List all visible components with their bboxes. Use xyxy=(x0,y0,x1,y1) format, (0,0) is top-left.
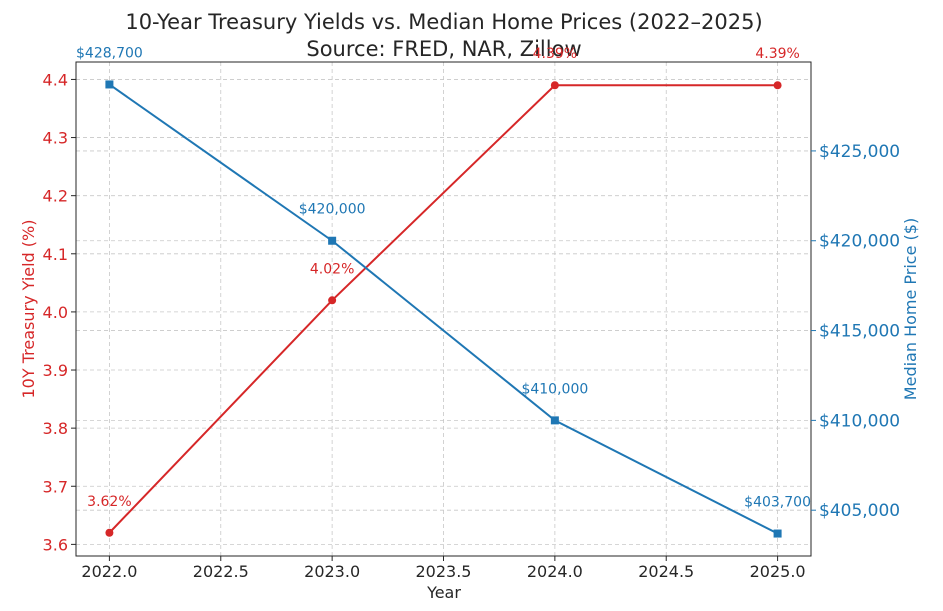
right-y-axis-ticks: $405,000 $410,000 $415,000 $420,000 $425,000 xyxy=(811,142,900,521)
price-data-point xyxy=(773,529,782,538)
x-tick-label: 2025.0 xyxy=(750,562,806,581)
left-y-tick-label: 3.7 xyxy=(43,477,68,496)
x-tick-label: 2022.5 xyxy=(193,562,249,581)
x-tick-label: 2023.0 xyxy=(304,562,360,581)
chart-subtitle: Source: FRED, NAR, Zillow xyxy=(306,37,581,61)
left-y-tick-label: 4.2 xyxy=(43,187,68,206)
left-y-tick-label: 3.6 xyxy=(43,535,68,554)
right-y-tick-label: $425,000 xyxy=(819,142,900,162)
left-y-tick-label: 3.8 xyxy=(43,419,68,438)
right-y-tick-label: $405,000 xyxy=(819,501,900,521)
x-tick-label: 2024.5 xyxy=(638,562,694,581)
yield-data-point xyxy=(328,296,337,305)
grid-lines xyxy=(76,62,811,556)
right-y-axis-label: Median Home Price ($) xyxy=(901,218,920,400)
left-y-tick-label: 4.1 xyxy=(43,245,68,264)
left-y-axis-ticks: 3.6 3.7 3.8 3.9 4.0 4.1 4.2 4.3 4.4 xyxy=(43,70,76,554)
x-tick-label: 2022.0 xyxy=(81,562,137,581)
left-y-tick-label: 4.4 xyxy=(43,70,68,89)
left-y-tick-label: 4.0 xyxy=(43,303,68,322)
price-data-point xyxy=(550,416,559,425)
x-axis-ticks: 2022.0 2022.5 2023.0 2023.5 2024.0 2024.5 2025… xyxy=(81,556,806,581)
price-series-line xyxy=(108,83,779,535)
price-data-label: $403,700 xyxy=(744,495,811,511)
yield-data-label: 4.02% xyxy=(310,261,354,277)
price-data-label: $428,700 xyxy=(76,45,143,61)
yield-series-line xyxy=(108,84,778,534)
right-y-tick-label: $420,000 xyxy=(819,232,900,252)
chart-title: 10-Year Treasury Yields vs. Median Home … xyxy=(125,10,762,34)
x-tick-label: 2023.5 xyxy=(416,562,472,581)
price-data-label: $420,000 xyxy=(299,202,366,218)
price-data-point xyxy=(328,236,337,245)
series-group: 3.62% 4.02% 4.39% 4.39% $428,700 $420,000 $410… xyxy=(76,45,811,538)
left-y-tick-label: 3.9 xyxy=(43,361,68,380)
left-y-axis-label: 10Y Treasury Yield (%) xyxy=(19,220,38,399)
right-y-tick-label: $415,000 xyxy=(819,322,900,342)
price-data-label: $410,000 xyxy=(521,381,588,397)
yield-data-label: 3.62% xyxy=(87,494,131,510)
yield-data-point xyxy=(550,81,559,90)
yield-data-label: 4.39% xyxy=(533,46,577,62)
x-tick-label: 2024.0 xyxy=(527,562,583,581)
yield-data-point xyxy=(105,528,114,537)
left-y-tick-label: 4.3 xyxy=(43,129,68,148)
right-y-tick-label: $410,000 xyxy=(819,411,900,431)
price-data-point xyxy=(105,80,114,89)
yield-data-point xyxy=(773,81,782,90)
yield-data-label: 4.39% xyxy=(755,46,799,62)
x-axis-label: Year xyxy=(426,583,461,602)
